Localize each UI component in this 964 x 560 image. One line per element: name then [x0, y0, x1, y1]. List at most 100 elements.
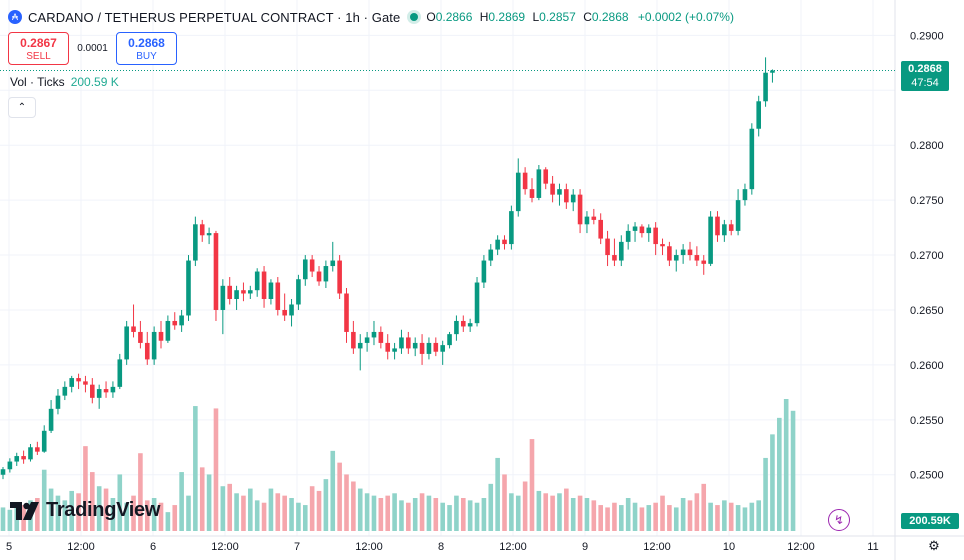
- volume-bar: [612, 502, 617, 531]
- volume-bar: [735, 505, 741, 531]
- spread-value: 0.0001: [77, 43, 108, 54]
- chevron-up-icon: ⌃: [17, 102, 27, 113]
- candle-body: [199, 224, 205, 236]
- candle-body: [296, 279, 301, 305]
- candle-body: [412, 342, 418, 349]
- volume-bar: [241, 495, 246, 531]
- candle-body: [330, 260, 336, 267]
- candle-body: [220, 285, 226, 310]
- volume-bar: [357, 488, 363, 531]
- volume-bar: [144, 500, 150, 531]
- candle-body: [144, 342, 150, 360]
- current-price-label: 0.2868 47:54: [901, 61, 949, 91]
- candle-body: [529, 189, 535, 198]
- collapse-legend-button[interactable]: ⌃: [8, 97, 36, 118]
- candle-body: [742, 189, 748, 201]
- tradingview-logo[interactable]: TradingView: [10, 499, 160, 522]
- candle-body: [694, 255, 700, 261]
- volume-bar: [460, 498, 466, 531]
- candle-body: [392, 348, 397, 352]
- sell-button[interactable]: 0.2867 SELL: [8, 32, 69, 65]
- volume-bar: [557, 493, 562, 531]
- candle-body: [172, 320, 178, 326]
- candle-body: [28, 447, 33, 460]
- symbol-title[interactable]: CARDANO / TETHERUS PERPETUAL CONTRACT · …: [28, 9, 401, 25]
- candle-body: [337, 260, 342, 294]
- candle-body: [131, 326, 136, 332]
- volume-bar: [206, 474, 212, 531]
- candle-body: [632, 226, 638, 231]
- volume-bar: [412, 498, 418, 531]
- candle-body: [564, 189, 569, 203]
- cardano-logo-icon: ₳: [8, 10, 22, 24]
- volume-bar: [110, 498, 116, 531]
- candle-body: [680, 249, 686, 256]
- volume-bar: [254, 500, 260, 531]
- buy-button[interactable]: 0.2868 BUY: [116, 32, 177, 65]
- volume-bar: [131, 495, 136, 531]
- candle-body: [584, 216, 590, 225]
- candle-body: [550, 183, 555, 195]
- candle-body: [605, 238, 610, 256]
- volume-bar: [680, 498, 686, 531]
- volume-bar: [515, 495, 521, 531]
- candle-body: [316, 271, 322, 282]
- candle-body: [715, 216, 720, 236]
- volume-bar: [220, 486, 226, 531]
- volume-bar: [598, 505, 603, 531]
- volume-bar: [591, 500, 597, 531]
- ohlc-open: 0.2866: [435, 10, 473, 24]
- candle-body: [667, 246, 672, 261]
- volume-bar: [722, 500, 727, 531]
- volume-bar: [777, 417, 782, 531]
- volume-bar: [323, 479, 329, 531]
- volume-bar: [289, 498, 294, 531]
- volume-bar: [151, 498, 157, 531]
- volume-bar: [83, 446, 88, 531]
- candle-body: [660, 244, 665, 247]
- candle-body: [302, 259, 308, 280]
- volume-bar: [536, 490, 542, 531]
- candle-body: [62, 386, 68, 396]
- candle-body: [673, 255, 679, 261]
- volume-legend[interactable]: Vol · Ticks 200.59 K: [10, 75, 119, 89]
- volume-bar: [35, 498, 40, 531]
- volume-bar: [632, 502, 638, 531]
- x-axis-tick-label: 12:00: [499, 541, 527, 553]
- y-axis-tick-label: 0.2700: [910, 250, 944, 262]
- candle-body: [399, 337, 404, 349]
- candle-body: [21, 456, 26, 460]
- candle-body: [76, 378, 81, 382]
- volume-bar: [199, 467, 205, 531]
- candle-body: [179, 315, 184, 326]
- candle-body: [193, 224, 198, 261]
- volume-bar: [715, 505, 720, 531]
- candle-body: [110, 386, 116, 393]
- volume-bar: [21, 505, 26, 531]
- candle-body: [234, 290, 239, 299]
- tradingview-wordmark: TradingView: [46, 499, 161, 521]
- volume-bar: [261, 502, 267, 531]
- volume-bar: [570, 498, 576, 531]
- volume-bar: [7, 509, 13, 531]
- volume-bar: [0, 507, 6, 531]
- candle-body: [48, 408, 54, 431]
- x-axis-tick-label: 12:00: [643, 541, 671, 553]
- gear-icon[interactable]: ⚙: [928, 538, 940, 553]
- volume-bar: [509, 493, 514, 531]
- volume-bar: [694, 493, 700, 531]
- volume-bar: [364, 493, 370, 531]
- lightning-icon[interactable]: ↯: [828, 509, 850, 531]
- x-axis-tick-label: 9: [582, 541, 588, 553]
- volume-bar: [426, 495, 432, 531]
- candle-body: [536, 169, 542, 198]
- volume-bar: [522, 481, 528, 531]
- x-axis-tick-label: 12:00: [211, 541, 239, 553]
- candle-body: [378, 331, 384, 343]
- ohlc-change: +0.0002 (+0.07%): [637, 10, 734, 24]
- volume-bar: [673, 507, 679, 531]
- volume-bar: [790, 410, 796, 531]
- candle-body: [165, 320, 171, 341]
- candle-body: [646, 227, 652, 234]
